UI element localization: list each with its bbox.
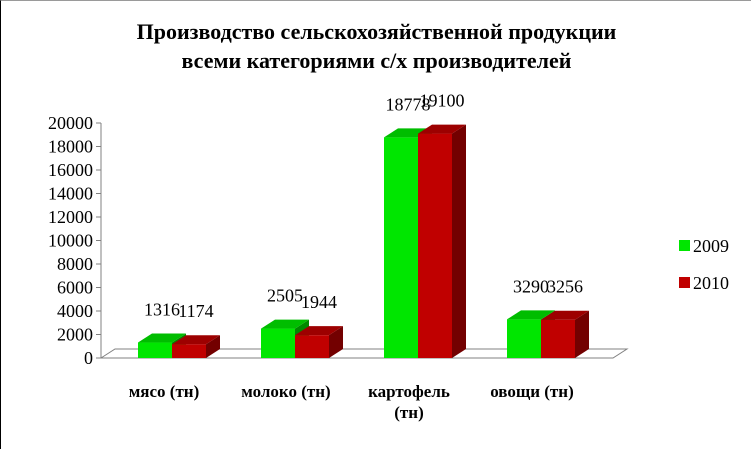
bar-2010-1	[295, 335, 329, 358]
x-category-label: картофель	[368, 382, 450, 401]
bar-2009-2	[384, 137, 418, 358]
bar-2010-0	[172, 344, 206, 358]
bar-2010-2	[418, 133, 452, 358]
bar-top-2009-1	[261, 319, 309, 329]
bar-top-2010-3	[541, 310, 589, 320]
y-tick-label: 12000	[48, 207, 93, 227]
x-category-label: мясо (тн)	[129, 382, 200, 401]
x-category-label: (тн)	[394, 403, 423, 422]
bar-side-2010-0	[206, 335, 220, 358]
bar-2010-3	[541, 319, 575, 358]
bar-top-2010-2	[418, 124, 466, 134]
data-label-2009-1: 2505	[267, 286, 303, 306]
data-label-2009-2: 18778	[386, 94, 431, 114]
y-tick-label: 20000	[48, 113, 93, 133]
data-label-2010-0: 1174	[178, 301, 213, 321]
legend-label-2009: 2009	[693, 236, 729, 256]
y-tick-label: 14000	[48, 184, 93, 204]
bar-top-2009-3	[507, 310, 555, 320]
legend-swatch-2010	[679, 277, 690, 288]
y-tick-label: 10000	[48, 231, 93, 251]
bar-side-2010-3	[575, 310, 589, 358]
legend-swatch-2009	[679, 240, 690, 251]
bar-side-2010-2	[452, 124, 466, 358]
chart-title-line-2: всеми категориями с/х производителей	[181, 48, 572, 73]
bar-top-2010-1	[295, 326, 343, 336]
data-label-2010-3: 3256	[547, 277, 583, 297]
y-tick-label: 0	[84, 348, 93, 368]
bar-2009-0	[138, 342, 172, 358]
bar-top-2009-0	[138, 333, 186, 343]
chart-title-line-1: Производство сельскохозяйственной продук…	[136, 19, 617, 44]
bar-top-2010-0	[172, 335, 220, 345]
y-tick-label: 8000	[57, 254, 93, 274]
x-category-label: овощи (тн)	[490, 382, 574, 401]
legend-label-2010: 2010	[693, 273, 729, 293]
data-label-2010-2: 19100	[420, 91, 465, 111]
y-tick-label: 16000	[48, 160, 93, 180]
bar-2009-1	[261, 328, 295, 358]
x-category-label: молоко (тн)	[241, 382, 330, 401]
y-tick-label: 2000	[57, 325, 93, 345]
y-tick-label: 4000	[57, 301, 93, 321]
data-label-2009-3: 3290	[513, 276, 549, 296]
data-label-2009-0: 1316	[144, 300, 180, 320]
bar-2009-3	[507, 319, 541, 358]
y-tick-label: 18000	[48, 137, 93, 157]
bar-side-2010-1	[329, 326, 343, 358]
y-tick-label: 6000	[57, 278, 93, 298]
data-label-2010-1: 1944	[301, 292, 337, 312]
